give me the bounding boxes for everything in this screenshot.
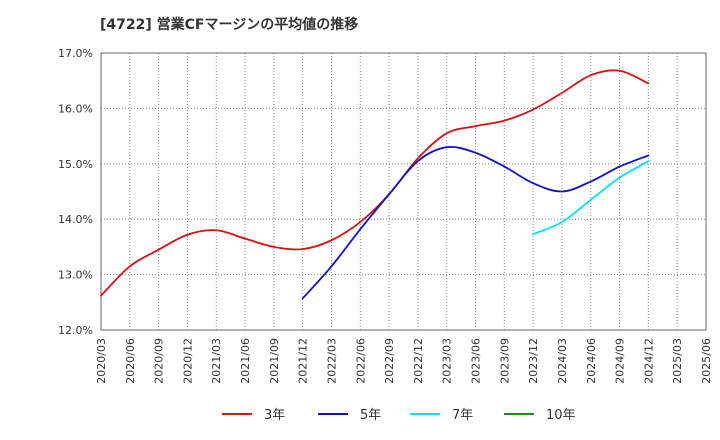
y-tick-label: 16.0% [58,102,93,115]
legend-label: 7年 [452,408,473,423]
legend-label: 10年 [546,408,576,423]
x-tick-label: 2024/06 [585,338,598,384]
x-tick-label: 2020/03 [95,338,108,384]
series-line-1 [100,69,650,297]
x-tick-label: 2025/06 [700,338,713,384]
y-tick-label: 14.0% [58,213,93,226]
legend-label: 5年 [360,408,381,423]
x-tick-label: 2021/09 [268,338,281,384]
y-tick-label: 17.0% [58,47,93,60]
x-tick-label: 2023/03 [441,338,454,384]
legend-label: 3年 [264,408,285,423]
x-tick-label: 2020/06 [124,338,137,384]
x-tick-label: 2021/03 [210,338,223,384]
x-tick-label: 2022/12 [412,338,425,384]
x-tick-label: 2024/03 [556,338,569,384]
chart-title: [4722] 営業CFマージンの平均値の推移 [100,17,359,33]
y-tick-label: 12.0% [58,324,93,337]
x-tick-label: 2023/09 [498,338,511,384]
x-tick-label: 2022/06 [354,338,367,384]
x-tick-label: 2023/12 [527,338,540,384]
x-tick-label: 2024/12 [642,338,655,384]
x-tick-label: 2022/09 [383,338,396,384]
x-tick-label: 2024/09 [614,338,627,384]
y-tick-label: 15.0% [58,158,93,171]
x-tick-label: 2023/06 [470,338,483,384]
x-tick-label: 2022/03 [325,338,338,384]
x-tick-label: 2020/12 [181,338,194,384]
x-tick-label: 2021/06 [239,338,252,384]
x-tick-label: 2021/12 [297,338,310,384]
series-line-3 [532,160,650,236]
series-line-2 [301,145,650,300]
x-tick-label: 2020/09 [153,338,166,384]
plot-frame [100,52,707,331]
x-tick-label: 2025/03 [671,338,684,384]
y-tick-label: 13.0% [58,269,93,282]
